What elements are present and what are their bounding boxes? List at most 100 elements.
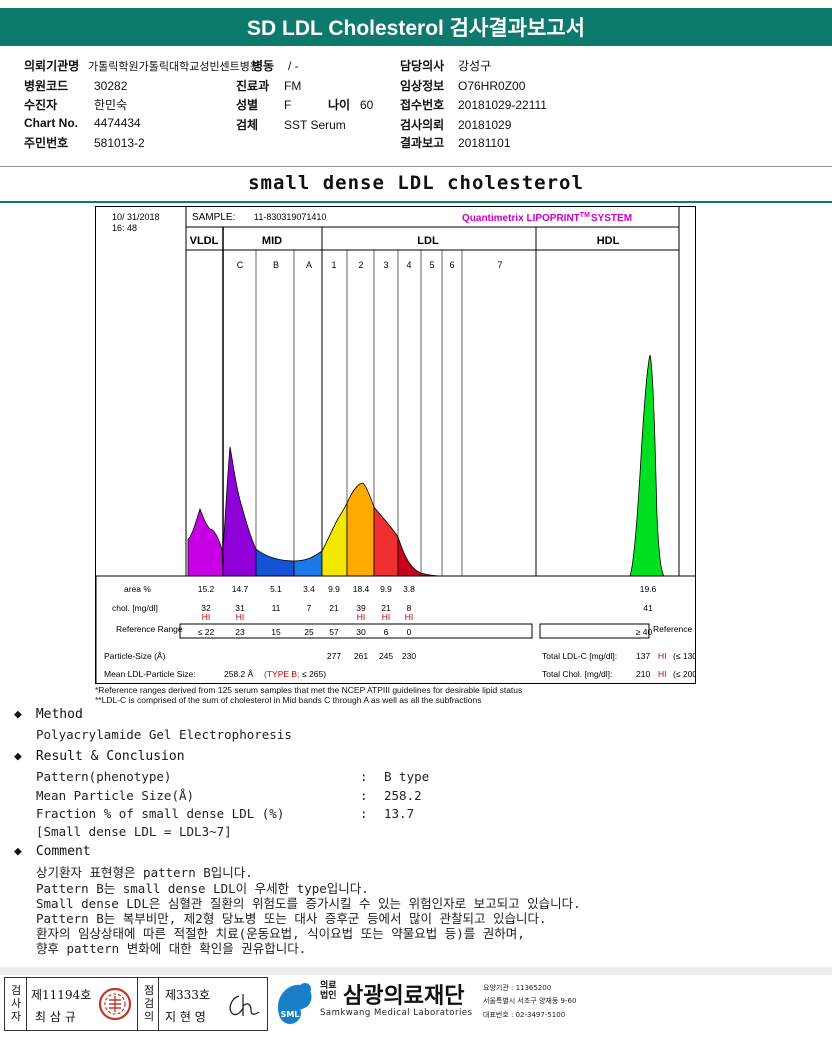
- sml-badge: SML: [281, 1010, 300, 1019]
- field-value: 20181029-22111: [458, 98, 547, 112]
- diamond-icon: ◆: [14, 844, 22, 859]
- mean-type: (TYPE B;: [264, 669, 299, 679]
- tester-name: 최 삼 규: [35, 1010, 76, 1024]
- reference-value: 6: [384, 627, 389, 637]
- org-address: 서울특별시 서초구 양재동 9-60: [483, 997, 577, 1005]
- field-value: O76HR0Z00: [458, 79, 526, 93]
- result-key: Pattern(phenotype): [36, 769, 172, 784]
- field-key: 검사의뢰: [400, 118, 445, 132]
- field-key: 병동: [252, 59, 275, 73]
- comment-line: Pattern B는 small dense LDL이 우세한 type입니다.: [36, 881, 369, 896]
- header-row: 결과보고 20181101: [400, 134, 511, 151]
- footnote-2: **LDL-C is comprised of the sum of chole…: [95, 695, 482, 705]
- total-chol-limit: (≤ 200): [673, 669, 696, 679]
- field-key: 병원코드: [24, 79, 69, 93]
- sample-id: 11-830319071410: [254, 212, 326, 222]
- curve-hdl: [629, 354, 665, 577]
- curve-mid-a: [293, 550, 323, 577]
- lipoprint-chart: 10/ 31/2018 16: 48 SAMPLE: 11-8303190714…: [95, 206, 696, 684]
- result-colon: :: [360, 769, 368, 784]
- footer-band: [0, 967, 832, 975]
- divider: [0, 166, 832, 167]
- field-value: / -: [288, 59, 299, 73]
- chol-value: 11: [272, 603, 281, 613]
- particle-size-value: 261: [354, 651, 368, 661]
- reference-value: 0: [407, 627, 412, 637]
- diamond-icon: ◆: [14, 749, 22, 764]
- field-key: 검체: [236, 118, 259, 132]
- org-name: 삼광의료재단: [343, 984, 465, 1009]
- band-label-c: C: [237, 260, 244, 270]
- header-row: 성별 F: [236, 96, 291, 113]
- header-row: 병동 / -: [252, 57, 299, 74]
- method-heading-text: Method: [35, 707, 83, 722]
- reviewer-label: 점검의: [143, 984, 155, 1023]
- curve-vldl: [187, 507, 224, 577]
- reference-value: 25: [304, 627, 314, 637]
- reference-value: 57: [329, 627, 339, 637]
- chol-value: 21: [381, 603, 391, 613]
- ref-box-left: [179, 623, 533, 639]
- handwritten-signature-icon: [229, 993, 260, 1016]
- field-value: 581013-2: [94, 136, 145, 150]
- row-label-ref: Reference Range: [116, 624, 183, 634]
- brand-name: Quantimetrix LIPOPRINTTMSYSTEM: [462, 212, 632, 224]
- group-label-mid: MID: [262, 235, 282, 247]
- row-label-area: area %: [124, 584, 151, 594]
- reviewer-label-cell: 점검의: [137, 978, 159, 1030]
- band-label-b: B: [273, 260, 279, 270]
- band-label-3: 3: [383, 260, 388, 270]
- particle-size-value: 277: [327, 651, 341, 661]
- chol-value: 41: [643, 603, 653, 613]
- hi-flag: HI: [405, 612, 414, 622]
- total-chol-value: 210: [636, 669, 650, 679]
- result-heading: ◆ Result & Conclusion: [14, 749, 185, 764]
- header-row: 검사의뢰 20181029: [400, 116, 511, 133]
- group-label-vldl: VLDL: [190, 235, 219, 247]
- field-key: 결과보고: [400, 136, 445, 150]
- chol-value: 7: [307, 603, 312, 613]
- area-row: 15.2 14.7 5.1 3.4 9.9 18.4 9.9 3.8 19.6: [198, 584, 657, 594]
- area-value: 9.9: [380, 584, 392, 594]
- curve-ldl-3: [373, 505, 399, 577]
- field-value: 20181029: [458, 118, 512, 132]
- hi-flag: HI: [236, 612, 245, 622]
- section-title: small dense LDL cholesterol: [248, 172, 584, 194]
- header-row: 주민번호 581013-2: [24, 134, 145, 151]
- org-code: 요양기관 : 11365200: [483, 984, 552, 992]
- header-row: 진료과 FM: [236, 77, 301, 94]
- sml-logo-icon: SML: [278, 983, 312, 1024]
- field-value: 한민숙: [94, 98, 128, 112]
- result-colon: :: [360, 806, 368, 821]
- reference-value: 30: [356, 627, 366, 637]
- footnote-1: *Reference ranges derived from 125 serum…: [95, 685, 523, 695]
- report-title: SD LDL Cholesterol 검사결과보고서: [0, 8, 832, 46]
- hi-row: HI HI HI HI HI: [202, 612, 414, 622]
- row-label-chol: chol. [mg/dl]: [112, 603, 158, 613]
- header-row: 임상정보 O76HR0Z00: [400, 77, 525, 94]
- comment-line: Pattern B는 복부비만, 제2형 당뇨병 또는 대사 증후군 등에서 많…: [36, 911, 547, 926]
- tester-label-cell: 검사자: [5, 978, 27, 1030]
- area-value: 3.8: [403, 584, 415, 594]
- field-value: SST Serum: [284, 118, 346, 132]
- comment-heading-text: Comment: [35, 844, 91, 859]
- particle-size-value: 245: [379, 651, 393, 661]
- diamond-icon: ◆: [14, 707, 22, 722]
- comment-line: 환자의 임상상태에 따른 적절한 치료(운동요법, 식이요법 또는 약물요법 등…: [36, 926, 525, 941]
- ref-right-label: Reference Range: [653, 624, 696, 634]
- comment-line: Small dense LDL은 심혈관 질환의 위험도를 증가시킬 수 있는 …: [36, 896, 581, 911]
- method-heading: ◆ Method: [14, 707, 83, 722]
- method-text: Polyacrylamide Gel Electrophoresis: [36, 727, 292, 742]
- curve-mid-c: [222, 446, 257, 577]
- field-key: 성별: [236, 98, 259, 112]
- area-value: 19.6: [640, 584, 657, 594]
- field-key: Chart No.: [24, 116, 78, 130]
- area-value: 15.2: [198, 584, 215, 594]
- area-value: 9.9: [328, 584, 340, 594]
- mean-limit: ≤ 265): [302, 669, 326, 679]
- total-chol-flag: HI: [658, 669, 667, 679]
- header-row: 검체 SST Serum: [236, 116, 346, 133]
- hi-flag: HI: [357, 612, 366, 622]
- field-key: 진료과: [236, 79, 270, 93]
- result-colon: :: [360, 788, 368, 803]
